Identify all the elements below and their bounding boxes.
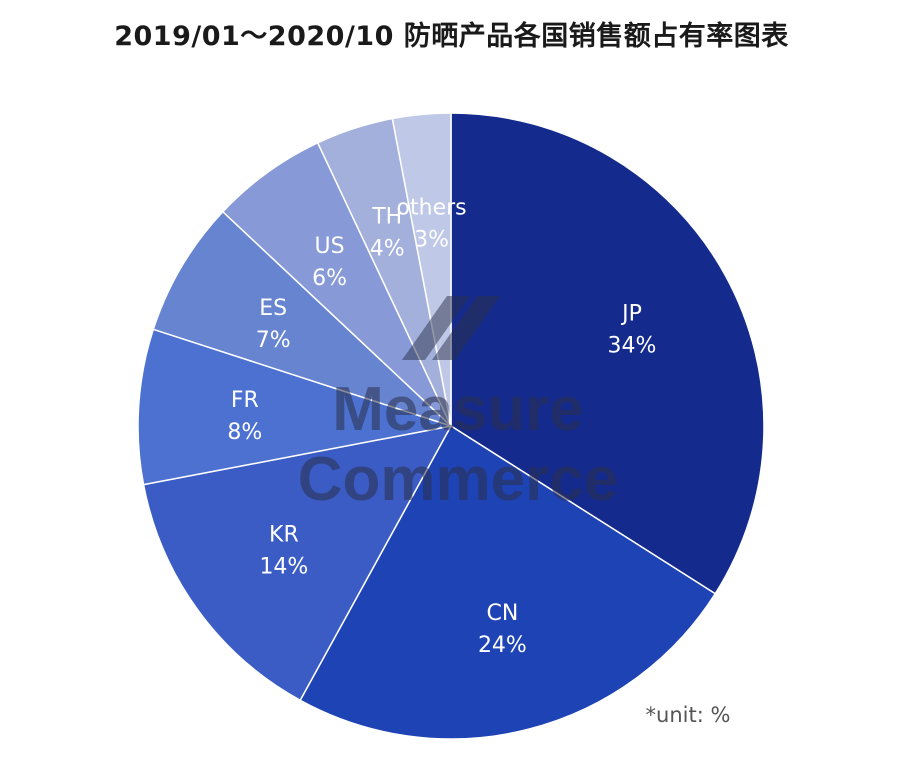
- pie-slice-cn: [299, 424, 717, 740]
- pie-slice-es: [152, 210, 452, 427]
- unit-note: *unit: %: [646, 703, 731, 727]
- slice-label-fr: FR 8%: [227, 388, 262, 445]
- pie-slice-kr: [142, 424, 453, 702]
- slice-label-th: TH 4%: [370, 205, 405, 262]
- watermark-line-2: Commerce: [298, 445, 618, 514]
- watermark-logo-icon: [402, 296, 500, 360]
- slice-label-jp: JP 34%: [608, 302, 657, 359]
- slice-value: 6%: [312, 266, 347, 291]
- slice-name: CN: [486, 601, 518, 626]
- slice-name: JP: [620, 302, 642, 327]
- watermark: Measure Commerce: [298, 296, 618, 514]
- chart-title: 2019/01～2020/10 防晒产品各国销售额占有率图表: [114, 21, 789, 52]
- slice-label-us: US 6%: [312, 234, 347, 291]
- pie-slice-jp: [450, 112, 765, 595]
- pie-slice-others: [391, 112, 452, 427]
- slice-name: ES: [259, 296, 287, 321]
- slice-value: 34%: [608, 334, 657, 359]
- slice-value: 24%: [478, 633, 527, 658]
- slice-value: 7%: [256, 328, 291, 353]
- slice-value: 8%: [227, 420, 262, 445]
- slice-name: others: [397, 195, 467, 220]
- slice-labels: JP 34% CN 24% KR 14% FR 8% ES 7% US 6% TH 4% others 3%: [227, 195, 656, 658]
- slice-name: US: [315, 234, 345, 259]
- slice-label-es: ES 7%: [256, 296, 291, 353]
- slice-value: 4%: [370, 237, 405, 262]
- watermark-line-1: Measure: [332, 375, 584, 444]
- slice-name: TH: [371, 205, 402, 230]
- pie-slices: [137, 112, 765, 740]
- slice-name: KR: [269, 522, 299, 547]
- pie-slice-us: [221, 141, 452, 427]
- slice-name: FR: [231, 388, 259, 413]
- slice-label-kr: KR 14%: [259, 522, 308, 579]
- slice-value: 3%: [414, 227, 449, 252]
- slice-label-cn: CN 24%: [478, 601, 527, 658]
- slice-value: 14%: [259, 554, 308, 579]
- pie-slice-fr: [137, 328, 452, 486]
- slice-label-others: others 3%: [397, 195, 467, 252]
